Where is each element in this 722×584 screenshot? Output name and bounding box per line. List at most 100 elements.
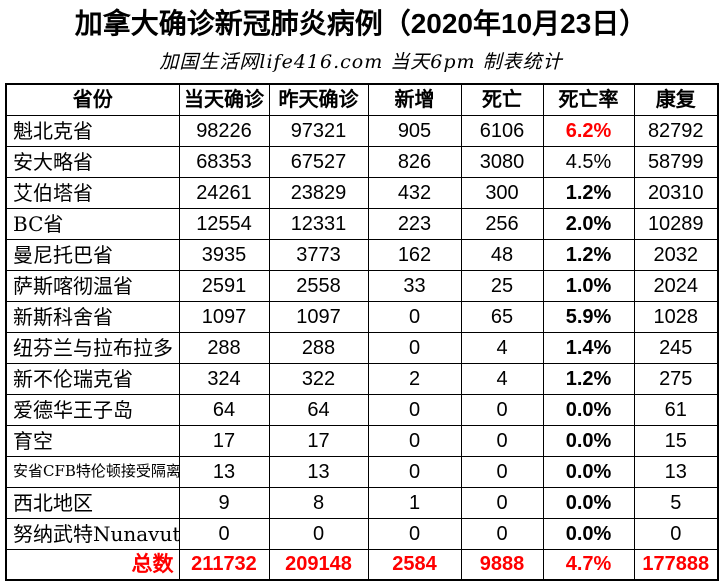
deaths-cell: 256 <box>460 207 544 240</box>
death-rate-cell: 1.2% <box>542 176 635 209</box>
total-new-cell: 2584 <box>367 548 462 581</box>
today-cell: 17 <box>178 424 270 457</box>
province-cell: 新不伦瑞克省 <box>5 362 180 395</box>
table-row: 努纳武特Nunavut 0 0 0 0 0.0% 0 <box>5 517 719 550</box>
yesterday-cell: 17 <box>268 424 369 457</box>
death-rate-cell: 6.2% <box>542 114 635 147</box>
header-row: 省份 当天确诊 昨天确诊 新增 死亡 死亡率 康复 <box>5 83 719 116</box>
province-cell: 萨斯喀彻温省 <box>5 269 180 302</box>
yesterday-cell: 0 <box>268 517 369 550</box>
yesterday-cell: 12331 <box>268 207 369 240</box>
death-rate-cell: 0.0% <box>542 424 635 457</box>
new-cell: 2 <box>367 362 462 395</box>
deaths-cell: 25 <box>460 269 544 302</box>
death-rate-cell: 1.4% <box>542 331 635 364</box>
today-cell: 1097 <box>178 300 270 333</box>
yesterday-cell: 1097 <box>268 300 369 333</box>
death-rate-cell: 0.0% <box>542 393 635 426</box>
page-subtitle: 加国生活网life416.com 当天6pm 制表统计 <box>159 51 563 74</box>
deaths-cell: 0 <box>460 393 544 426</box>
new-cell: 0 <box>367 517 462 550</box>
recovered-cell: 2024 <box>633 269 719 302</box>
death-rate-cell: 0.0% <box>542 486 635 519</box>
new-cell: 162 <box>367 238 462 271</box>
col-header-today: 当天确诊 <box>178 83 270 116</box>
recovered-cell: 2032 <box>633 238 719 271</box>
new-cell: 826 <box>367 145 462 178</box>
table-row: 魁北克省 98226 97321 905 6106 6.2% 82792 <box>5 114 719 147</box>
death-rate-cell: 1.0% <box>542 269 635 302</box>
province-cell: 努纳武特Nunavut <box>5 517 180 550</box>
recovered-cell: 58799 <box>633 145 719 178</box>
today-cell: 24261 <box>178 176 270 209</box>
yesterday-cell: 67527 <box>268 145 369 178</box>
deaths-cell: 4 <box>460 362 544 395</box>
page-title: 加拿大确诊新冠肺炎病例（2020年10月23日） <box>74 8 648 39</box>
table-row: 新不伦瑞克省 324 322 2 4 1.2% 275 <box>5 362 719 395</box>
recovered-cell: 10289 <box>633 207 719 240</box>
new-cell: 0 <box>367 455 462 488</box>
yesterday-cell: 97321 <box>268 114 369 147</box>
yesterday-cell: 13 <box>268 455 369 488</box>
new-cell: 432 <box>367 176 462 209</box>
deaths-cell: 0 <box>460 424 544 457</box>
total-death-rate-cell: 4.7% <box>542 548 635 581</box>
province-cell: 纽芬兰与拉布拉多 <box>5 331 180 364</box>
table-row: 艾伯塔省 24261 23829 432 300 1.2% 20310 <box>5 176 719 209</box>
province-cell: 曼尼托巴省 <box>5 238 180 271</box>
covid-stats-table: 省份 当天确诊 昨天确诊 新增 死亡 死亡率 康复 魁北克省 98226 973… <box>5 83 719 582</box>
col-header-new: 新增 <box>367 83 462 116</box>
recovered-cell: 61 <box>633 393 719 426</box>
yesterday-cell: 288 <box>268 331 369 364</box>
province-cell: BC省 <box>5 207 180 240</box>
today-cell: 13 <box>178 455 270 488</box>
yesterday-cell: 2558 <box>268 269 369 302</box>
today-cell: 3935 <box>178 238 270 271</box>
deaths-cell: 6106 <box>460 114 544 147</box>
new-cell: 223 <box>367 207 462 240</box>
new-cell: 905 <box>367 114 462 147</box>
new-cell: 33 <box>367 269 462 302</box>
table-row: 西北地区 9 8 1 0 0.0% 5 <box>5 486 719 519</box>
deaths-cell: 4 <box>460 331 544 364</box>
new-cell: 0 <box>367 331 462 364</box>
new-cell: 1 <box>367 486 462 519</box>
death-rate-cell: 4.5% <box>542 145 635 178</box>
today-cell: 64 <box>178 393 270 426</box>
today-cell: 68353 <box>178 145 270 178</box>
death-rate-cell: 1.2% <box>542 238 635 271</box>
total-deaths-cell: 9888 <box>460 548 544 581</box>
recovered-cell: 5 <box>633 486 719 519</box>
table-row: 安大略省 68353 67527 826 3080 4.5% 58799 <box>5 145 719 178</box>
new-cell: 0 <box>367 393 462 426</box>
table-row: BC省 12554 12331 223 256 2.0% 10289 <box>5 207 719 240</box>
province-cell: 新斯科舍省 <box>5 300 180 333</box>
total-today-cell: 211732 <box>178 548 270 581</box>
table-row: 新斯科舍省 1097 1097 0 65 5.9% 1028 <box>5 300 719 333</box>
table-row: 萨斯喀彻温省 2591 2558 33 25 1.0% 2024 <box>5 269 719 302</box>
table-row: 纽芬兰与拉布拉多 288 288 0 4 1.4% 245 <box>5 331 719 364</box>
yesterday-cell: 3773 <box>268 238 369 271</box>
yesterday-cell: 8 <box>268 486 369 519</box>
table-row: 曼尼托巴省 3935 3773 162 48 1.2% 2032 <box>5 238 719 271</box>
deaths-cell: 65 <box>460 300 544 333</box>
province-cell: 魁北克省 <box>5 114 180 147</box>
deaths-cell: 0 <box>460 486 544 519</box>
recovered-cell: 82792 <box>633 114 719 147</box>
death-rate-cell: 1.2% <box>542 362 635 395</box>
death-rate-cell: 0.0% <box>542 517 635 550</box>
col-header-death-rate: 死亡率 <box>542 83 635 116</box>
province-cell: 西北地区 <box>5 486 180 519</box>
total-row: 总数 211732 209148 2584 9888 4.7% 177888 <box>5 548 719 581</box>
col-header-recovered: 康复 <box>633 83 719 116</box>
death-rate-cell: 5.9% <box>542 300 635 333</box>
table-row: 育空 17 17 0 0 0.0% 15 <box>5 424 719 457</box>
recovered-cell: 20310 <box>633 176 719 209</box>
deaths-cell: 0 <box>460 517 544 550</box>
yesterday-cell: 23829 <box>268 176 369 209</box>
table-row: 安省CFB特伦顿接受隔离 13 13 0 0 0.0% 13 <box>5 455 719 488</box>
today-cell: 2591 <box>178 269 270 302</box>
recovered-cell: 0 <box>633 517 719 550</box>
deaths-cell: 3080 <box>460 145 544 178</box>
recovered-cell: 275 <box>633 362 719 395</box>
